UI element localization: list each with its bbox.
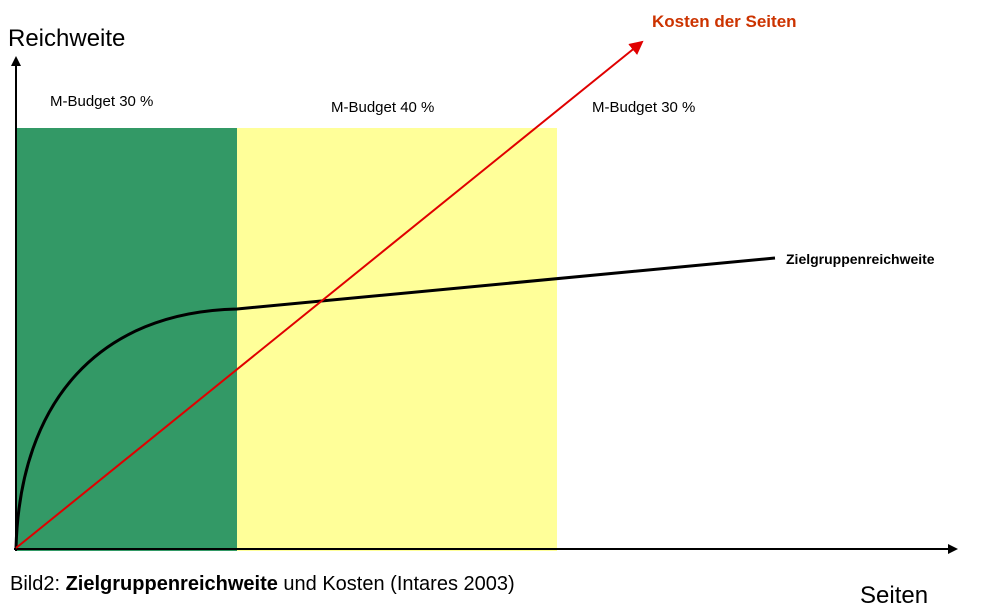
caption-bold: Zielgruppenreichweite bbox=[66, 573, 278, 595]
zone-yellow bbox=[237, 128, 557, 551]
cost-line bbox=[15, 40, 644, 549]
caption-suffix: und Kosten (Intares 2003) bbox=[278, 573, 515, 595]
cost-label: Kosten der Seiten bbox=[652, 12, 797, 31]
zone-label: M-Budget 30 % bbox=[50, 93, 153, 110]
caption: Bild2: Zielgruppenreichweite und Kosten … bbox=[10, 573, 515, 595]
reach-curve bbox=[14, 256, 776, 549]
zone-label: M-Budget 30 % bbox=[592, 99, 695, 116]
x-label: Seiten bbox=[860, 582, 928, 607]
caption-prefix: Bild2: bbox=[10, 573, 66, 595]
zone-green bbox=[16, 128, 237, 551]
y-label: Reichweite bbox=[8, 25, 125, 52]
reach-label: Zielgruppenreichweite bbox=[786, 251, 935, 267]
zone-label: M-Budget 40 % bbox=[331, 99, 434, 116]
